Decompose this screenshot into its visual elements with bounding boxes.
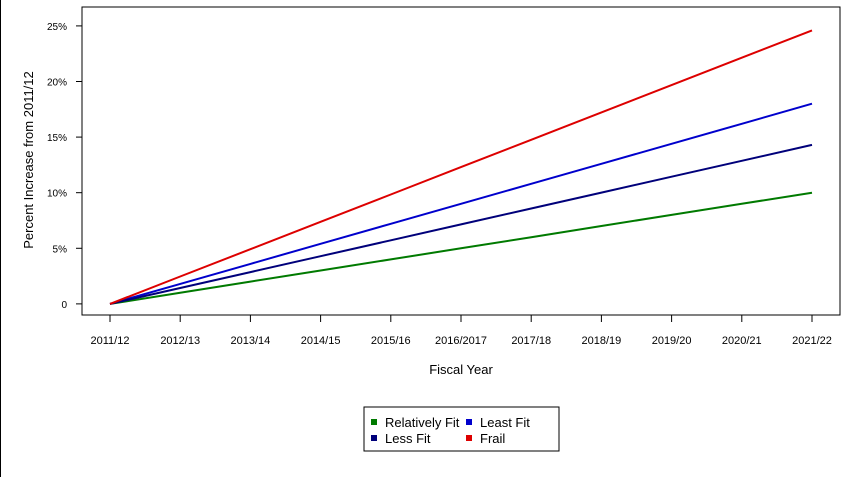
y-axis-label: Percent Increase from 2011/12 (21, 71, 36, 249)
series-line-relatively-fit (109, 191, 813, 305)
legend-label: Least Fit (480, 415, 530, 430)
legend-label: Less Fit (385, 431, 431, 446)
legend: Relatively Fit Least Fit Less Fit Frail (363, 406, 560, 452)
y-tick-label: 15% (47, 133, 67, 144)
y-tick-label: 5% (53, 244, 68, 255)
y-tick-label: 20% (47, 77, 67, 88)
x-tick-label: 2013/14 (231, 335, 271, 347)
x-tick-label: 2019/20 (652, 335, 692, 347)
x-tick-label: 2012/13 (160, 335, 200, 347)
legend-swatch (466, 435, 472, 441)
series-line-less-fit (109, 143, 813, 305)
series-lines (109, 29, 813, 305)
x-tick-label: 2015/16 (371, 335, 411, 347)
y-tick-label: 25% (47, 22, 67, 33)
series-line-frail (109, 29, 813, 305)
y-axis: 0 5% 10% 15% 20% 25% (47, 22, 82, 311)
x-tick-label: 2018/19 (582, 335, 622, 347)
legend-label: Frail (480, 431, 505, 446)
x-tick-label: 2011/12 (91, 335, 130, 347)
x-axis: 2011/12 2012/13 2013/14 2014/15 2015/16 2016/… (91, 315, 832, 347)
legend-label: Relatively Fit (385, 415, 460, 430)
x-tick-label: 2017/18 (511, 335, 551, 347)
legend-swatch (466, 419, 472, 425)
x-tick-label: 2021/22 (792, 335, 832, 347)
legend-swatch (371, 435, 377, 441)
y-tick-label: 10% (47, 189, 67, 200)
legend-box (363, 406, 560, 452)
x-tick-label: 2016/2017 (435, 335, 487, 347)
x-tick-label: 2014/15 (301, 335, 341, 347)
plot-area-frame (81, 6, 841, 316)
y-tick-label: 0 (61, 300, 67, 311)
x-axis-label: Fiscal Year (429, 362, 493, 377)
series-line-least-fit (109, 102, 813, 305)
legend-swatch (371, 419, 377, 425)
x-tick-label: 2020/21 (722, 335, 762, 347)
